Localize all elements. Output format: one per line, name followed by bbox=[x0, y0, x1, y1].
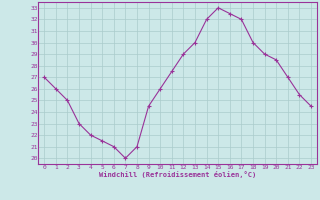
X-axis label: Windchill (Refroidissement éolien,°C): Windchill (Refroidissement éolien,°C) bbox=[99, 171, 256, 178]
